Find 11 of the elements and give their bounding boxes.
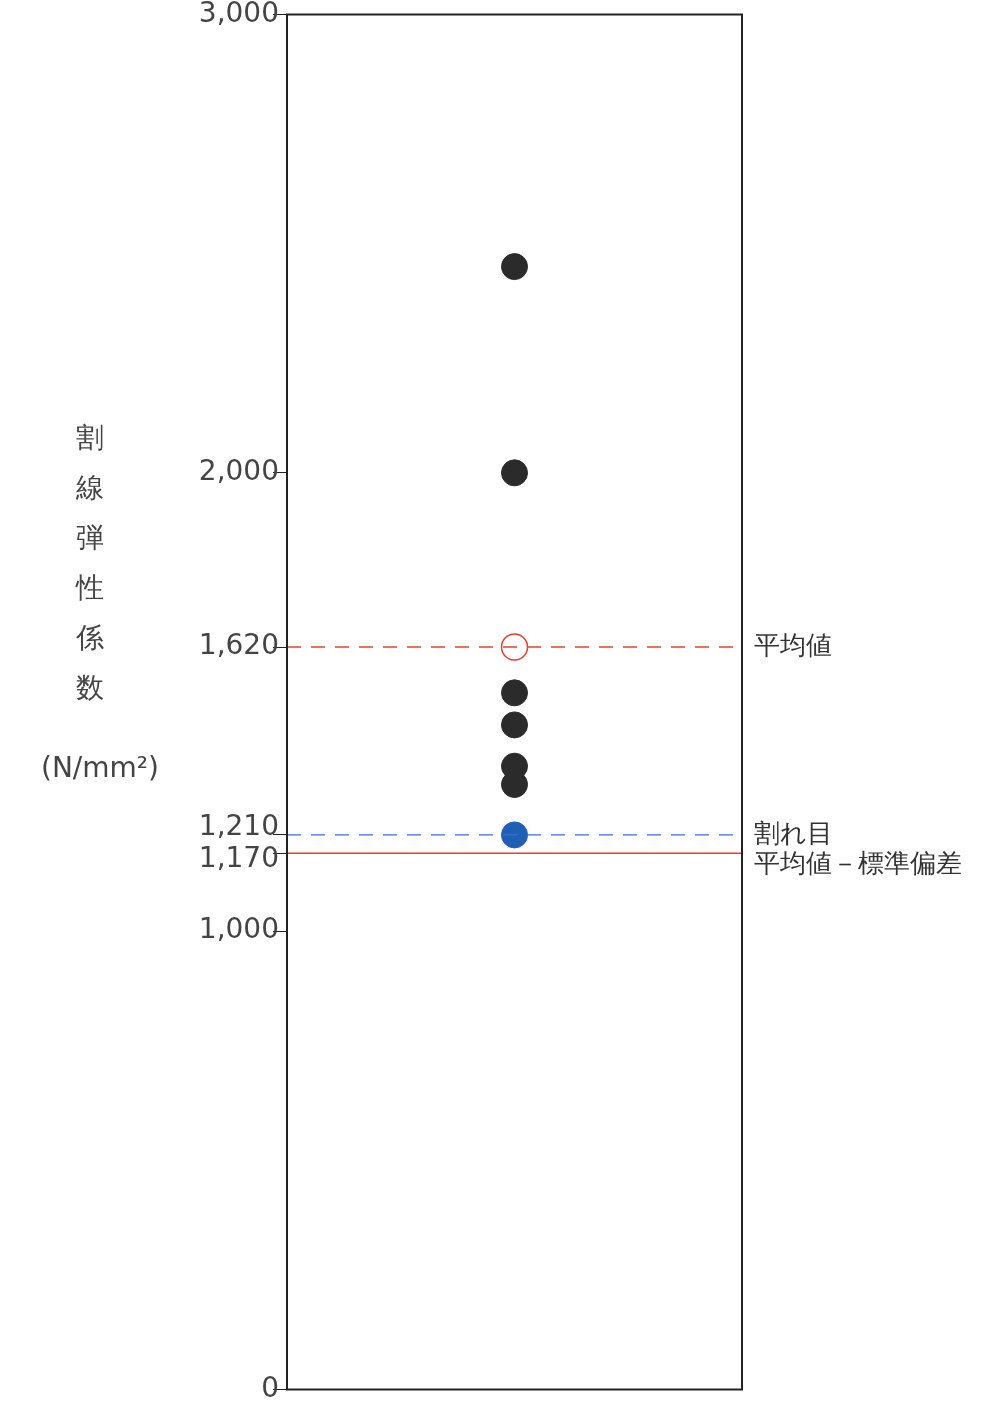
y-tick-label: 1,210 (198, 809, 279, 843)
ref-line-label: 平均値 (754, 629, 832, 660)
ref-line-label: 割れ目 (754, 817, 833, 848)
y-tick-label: 0 (261, 1370, 279, 1404)
y-tick-label: 1,000 (198, 912, 279, 946)
y-tick-label: 1,620 (198, 628, 279, 662)
y-tick-label: 3,000 (198, 0, 279, 29)
y-tick-label: 2,000 (198, 454, 279, 488)
text: 割線弾性係数 (N/mm²) (40, 421, 160, 785)
y-tick-label: 1,170 (198, 841, 279, 875)
ref-line-label: 平均値－標準偏差 (754, 847, 962, 878)
